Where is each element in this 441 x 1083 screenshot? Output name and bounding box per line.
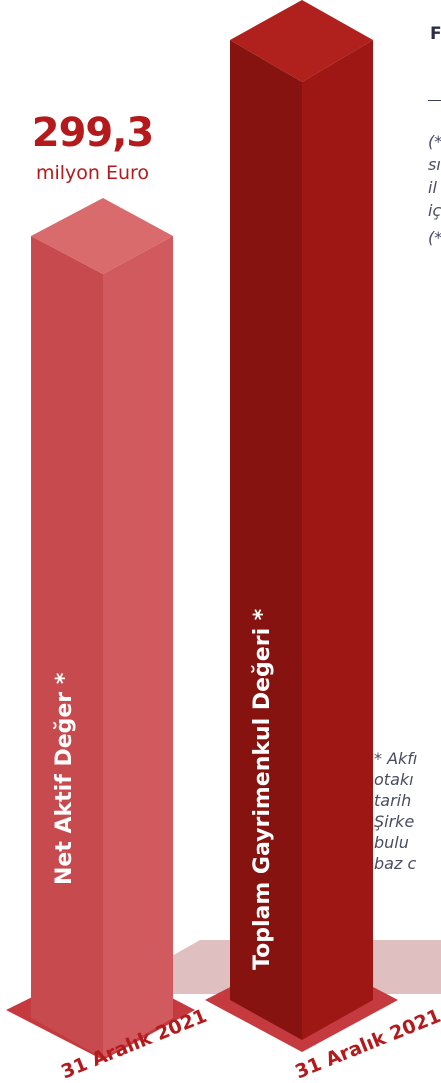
side-note-line-4: iç — [428, 201, 441, 220]
bar1-top-face — [31, 198, 173, 274]
footnote-line-5: bulu — [374, 833, 409, 852]
bar1-left-face — [31, 236, 103, 1058]
side-note-line-3: il — [428, 178, 437, 197]
side-panel-divider — [428, 100, 441, 101]
bar1-label: Net Aktif Değer * — [52, 672, 77, 885]
bar2-right-face — [302, 40, 373, 1040]
side-panel-heading: F — [430, 24, 441, 44]
bar2-left-face — [230, 40, 302, 1040]
bar1-value-unit: milyon Euro — [35, 162, 150, 184]
side-note-line-2: sı — [428, 155, 441, 174]
bar2-top-face — [230, 0, 373, 82]
footnote-line-6: baz c — [374, 854, 417, 873]
footnote-line-1: * Akfı — [374, 749, 418, 768]
bar1-right-face — [103, 236, 173, 1058]
side-note-line-5: (* — [428, 228, 441, 247]
footnote-line-4: Şirke — [374, 812, 415, 831]
bar2-label: Toplam Gayrimenkul Değeri * — [250, 608, 275, 970]
bar1-value: 299,3 — [31, 110, 155, 156]
side-note-line-1: (* — [428, 132, 441, 151]
footnote: * Akfı otakı tarih Şirke bulu baz c — [374, 748, 417, 874]
footnote-line-2: otakı — [374, 770, 414, 789]
footnote-line-3: tarih — [374, 791, 412, 810]
